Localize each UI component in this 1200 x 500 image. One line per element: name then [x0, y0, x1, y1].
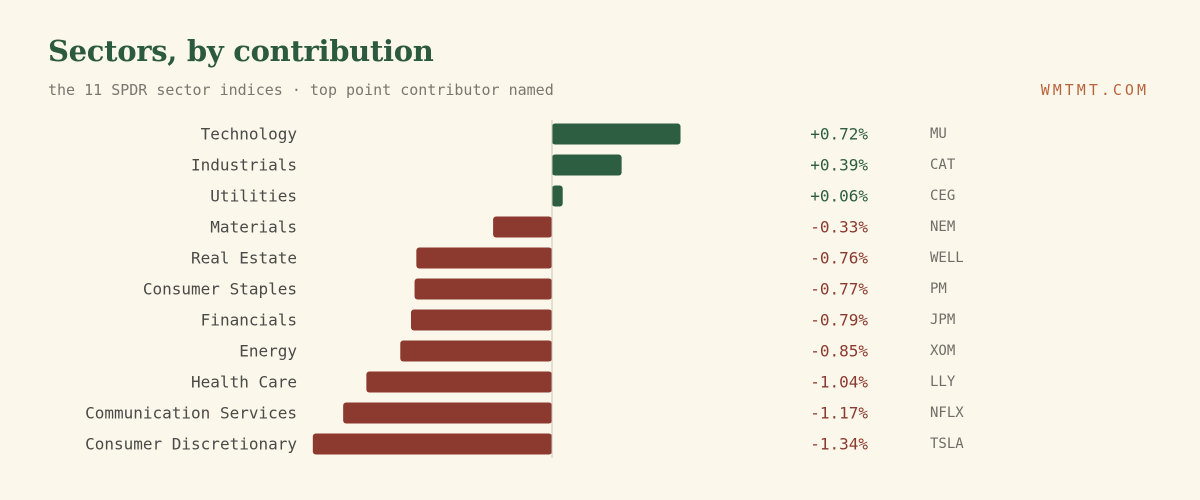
category-label: Financials: [201, 311, 297, 330]
value-label: -0.76%: [810, 249, 868, 268]
category-label: Industrials: [191, 156, 297, 175]
bar: [343, 402, 552, 424]
value-label: -0.33%: [810, 218, 868, 237]
bar: [552, 123, 681, 145]
ticker-label: WELL: [930, 250, 964, 266]
category-label: Technology: [201, 125, 298, 144]
value-label: -1.04%: [810, 373, 868, 392]
ticker-label: CEG: [930, 188, 955, 204]
category-label: Communication Services: [85, 404, 297, 423]
category-label: Materials: [210, 218, 297, 237]
ticker-label: NFLX: [930, 405, 964, 421]
value-label: -0.79%: [810, 311, 868, 330]
bar: [400, 340, 552, 362]
bar: [552, 185, 563, 207]
chart-title: Sectors, by contribution: [48, 34, 434, 68]
category-label: Consumer Staples: [143, 280, 297, 299]
category-label: Energy: [239, 342, 297, 361]
value-label: +0.72%: [810, 125, 868, 144]
brand-label: WMTMT.COM: [1040, 81, 1149, 99]
value-label: -1.34%: [810, 435, 868, 454]
ticker-label: MU: [930, 126, 947, 142]
ticker-label: TSLA: [930, 436, 964, 452]
bar: [414, 278, 552, 300]
ticker-label: CAT: [930, 157, 956, 173]
bar: [493, 216, 552, 238]
ticker-label: XOM: [930, 343, 955, 359]
bar: [366, 371, 552, 393]
category-label: Utilities: [210, 187, 297, 206]
ticker-label: LLY: [930, 374, 956, 390]
bar: [416, 247, 552, 269]
bar: [552, 154, 622, 176]
bar: [410, 309, 552, 331]
value-label: -0.77%: [810, 280, 868, 299]
ticker-label: JPM: [930, 312, 955, 328]
ticker-label: PM: [930, 281, 947, 297]
bar: [312, 433, 552, 455]
value-label: -1.17%: [810, 404, 868, 423]
category-label: Consumer Discretionary: [85, 435, 297, 454]
chart-subtitle: the 11 SPDR sector indices · top point c…: [48, 81, 554, 99]
category-label: Real Estate: [191, 249, 297, 268]
value-label: +0.39%: [810, 156, 868, 175]
value-label: +0.06%: [810, 187, 868, 206]
category-label: Health Care: [191, 373, 297, 392]
ticker-label: NEM: [930, 219, 955, 235]
value-label: -0.85%: [810, 342, 868, 361]
